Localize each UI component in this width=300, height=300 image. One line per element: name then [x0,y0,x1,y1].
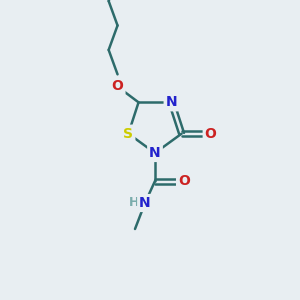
Text: N: N [166,95,177,109]
Text: N: N [149,146,161,160]
Text: O: O [205,127,217,141]
Text: O: O [178,174,190,188]
Text: S: S [123,127,134,141]
Text: H: H [129,196,139,209]
Text: N: N [139,196,151,210]
Text: O: O [112,79,124,93]
